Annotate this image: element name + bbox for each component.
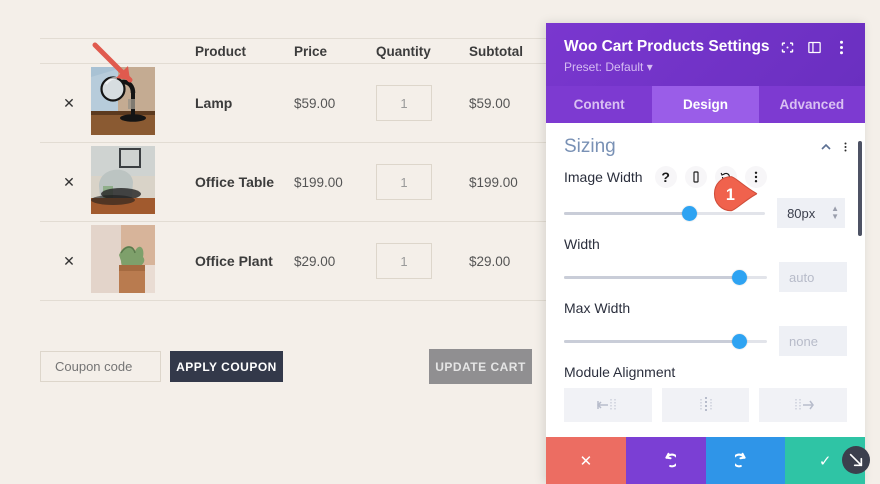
svg-text:1: 1 bbox=[726, 186, 735, 204]
